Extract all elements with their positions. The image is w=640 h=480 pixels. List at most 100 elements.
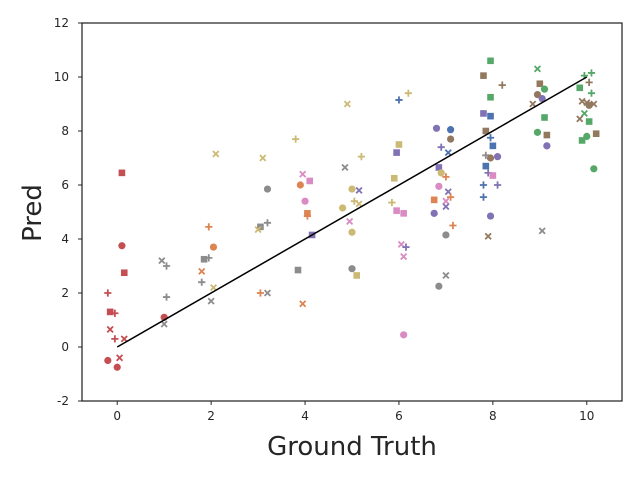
data-point — [486, 134, 495, 142]
data-point — [205, 223, 213, 231]
data-point — [578, 137, 586, 144]
x-axis-label: Ground Truth — [267, 432, 437, 462]
data-point — [212, 150, 220, 158]
data-point — [341, 163, 349, 171]
data-point — [435, 164, 443, 171]
data-point — [393, 149, 400, 156]
data-point — [118, 242, 126, 250]
data-point — [493, 181, 502, 189]
data-point — [479, 193, 488, 201]
y-tick-label: 12 — [54, 16, 69, 30]
data-point — [400, 253, 408, 261]
y-tick-label: 4 — [61, 232, 69, 246]
data-point — [200, 255, 208, 263]
data-point — [390, 174, 398, 182]
data-point — [430, 196, 438, 204]
data-point — [207, 297, 215, 305]
data-point — [442, 231, 450, 239]
data-point — [306, 177, 314, 185]
data-point — [256, 289, 265, 297]
data-point — [395, 141, 403, 148]
data-point — [487, 93, 494, 101]
data-point — [592, 130, 600, 137]
data-point — [357, 153, 365, 161]
data-point — [482, 162, 490, 170]
data-point — [533, 90, 542, 99]
data-point — [538, 227, 546, 235]
data-point — [486, 212, 495, 220]
data-point — [106, 325, 114, 333]
data-point — [158, 257, 166, 265]
data-point — [442, 271, 450, 279]
y-tick-label: 6 — [61, 178, 69, 192]
y-axis-ticks: -2 0 2 4 6 8 10 12 — [54, 16, 82, 408]
data-point — [160, 320, 168, 328]
data-point — [480, 72, 487, 79]
data-point — [104, 289, 112, 297]
x-tick-label: 4 — [301, 409, 309, 423]
data-point — [447, 126, 455, 134]
data-points — [104, 57, 600, 371]
data-point — [303, 212, 311, 220]
data-point — [587, 89, 596, 97]
data-point — [435, 282, 443, 290]
data-point — [209, 243, 218, 251]
x-tick-label: 0 — [113, 409, 121, 423]
data-point — [585, 78, 593, 86]
data-point — [400, 331, 408, 339]
data-point — [498, 81, 506, 89]
data-point — [533, 65, 542, 73]
data-point — [395, 96, 403, 104]
data-point — [432, 124, 441, 132]
plot-frame — [81, 22, 623, 402]
y-tick-label: 2 — [61, 286, 69, 300]
data-point — [348, 228, 356, 236]
data-point — [346, 217, 354, 225]
data-point — [120, 269, 128, 277]
data-point — [437, 169, 445, 177]
data-point — [487, 57, 494, 65]
data-point — [442, 173, 450, 181]
data-point — [198, 278, 206, 286]
data-point — [393, 207, 400, 214]
data-point — [402, 243, 410, 251]
data-point — [536, 80, 544, 88]
data-point — [447, 193, 455, 201]
data-point — [353, 272, 360, 279]
data-point — [120, 335, 128, 343]
y-tick-label: -2 — [57, 394, 69, 408]
data-point — [449, 221, 457, 230]
data-point — [541, 114, 548, 121]
data-point — [487, 112, 494, 120]
data-point — [162, 293, 171, 301]
data-point — [118, 169, 126, 177]
data-point — [388, 198, 396, 207]
data-point — [484, 232, 492, 240]
data-point — [198, 267, 206, 275]
data-point — [480, 110, 487, 117]
y-tick-label: 0 — [61, 340, 69, 354]
x-axis-ticks: 0 2 4 6 8 10 — [113, 401, 594, 423]
data-point — [205, 254, 213, 262]
data-point — [296, 181, 304, 189]
data-point — [543, 142, 551, 150]
data-point — [259, 154, 267, 162]
data-point — [162, 262, 171, 270]
data-point — [111, 309, 119, 317]
data-point — [339, 204, 347, 212]
data-point — [343, 100, 351, 108]
data-point — [355, 186, 363, 194]
reference-line — [116, 76, 588, 348]
data-point — [348, 185, 356, 193]
data-point — [209, 284, 218, 292]
data-point — [529, 100, 537, 108]
data-point — [533, 128, 542, 136]
y-tick-label: 10 — [54, 70, 69, 84]
data-point — [301, 197, 309, 205]
data-point — [493, 153, 502, 161]
y-axis-label: Pred — [18, 184, 48, 242]
data-point — [486, 154, 495, 162]
data-point — [540, 85, 549, 93]
data-point — [106, 308, 114, 316]
